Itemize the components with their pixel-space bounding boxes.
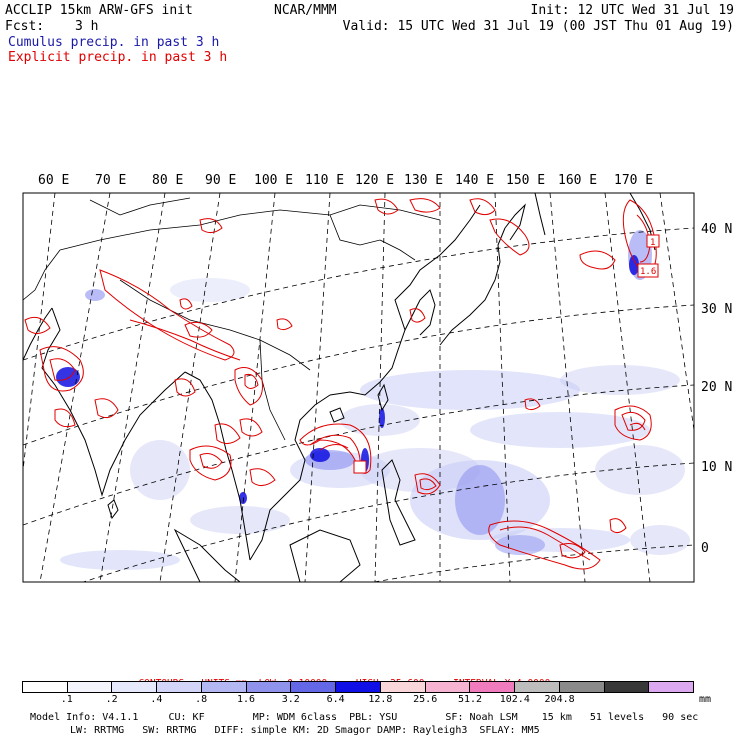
colorbar-tick-label: 3.2 — [281, 694, 300, 705]
colorbar-tick-label: 25.6 — [413, 694, 438, 705]
colorbar-unit: mm — [699, 694, 712, 705]
colorbar-tick-label: 102.4 — [499, 694, 530, 705]
colorbar-tick-label: 51.2 — [457, 694, 483, 705]
colorbar-swatch — [67, 682, 113, 692]
lat-label: 20 N — [701, 380, 733, 395]
lon-label: 160 E — [558, 173, 598, 188]
colorbar-tick-label: .8 — [195, 694, 208, 705]
colorbar-tick-label: 1.6 — [236, 694, 256, 705]
colorbar-swatch — [246, 682, 292, 692]
lat-label: 40 N — [701, 222, 733, 237]
lon-label: 90 E — [205, 173, 237, 188]
colorbar-swatch — [201, 682, 247, 692]
colorbar-swatch — [336, 682, 381, 692]
lon-label: 150 E — [506, 173, 546, 188]
lon-label: 110 E — [305, 173, 345, 188]
lat-label: 30 N — [701, 302, 733, 317]
colorbar-swatch — [604, 682, 650, 692]
colorbar-swatch — [425, 682, 471, 692]
colorbar-swatch — [157, 682, 202, 692]
contour-label: 1.6 — [640, 267, 656, 277]
explicit-precip-label: Explicit precip. in past 3 h — [8, 50, 228, 65]
lon-label: 60 E — [38, 173, 70, 188]
colorbar-swatch — [649, 682, 694, 692]
model-info-line-2: LW: RRTMG SW: RRTMG DIFF: simple KM: 2D … — [70, 725, 540, 736]
colorbar-swatch — [559, 682, 605, 692]
colorbar-tick-label: 12.8 — [368, 694, 393, 705]
cumulus-shading — [60, 278, 690, 570]
lon-label: 70 E — [95, 173, 127, 188]
colorbar-tick-label: 6.4 — [326, 694, 345, 705]
model-title: ACCLIP 15km ARW-GFS init — [5, 3, 193, 18]
colorbar-swatch — [291, 682, 337, 692]
lon-label: 170 E — [614, 173, 654, 188]
lat-label: 10 N — [701, 460, 733, 475]
colorbar-swatch — [112, 682, 158, 692]
colorbar-swatch — [380, 682, 426, 692]
lon-label: 100 E — [254, 173, 294, 188]
explicit-contours — [24, 198, 657, 570]
lon-label: 80 E — [152, 173, 184, 188]
lon-label: 120 E — [355, 173, 395, 188]
contour-label: 1 — [650, 238, 655, 248]
center-name: NCAR/MMM — [274, 3, 337, 18]
colorbar-tick-label: 204.8 — [544, 694, 575, 705]
colorbar-tick-label: .4 — [150, 694, 163, 705]
cumulus-precip-label: Cumulus precip. in past 3 h — [8, 35, 220, 50]
forecast-hour: 3 h — [75, 19, 99, 34]
model-info-line-1: Model Info: V4.1.1 CU: KF MP: WDM 6class… — [30, 712, 699, 723]
colorbar-tick-label: .1 — [60, 694, 73, 705]
valid-time: Valid: 15 UTC Wed 31 Jul 19 (00 JST Thu … — [342, 19, 734, 34]
colorbar-swatch — [515, 682, 560, 692]
colorbar-swatch — [23, 682, 68, 692]
colorbar-tick-label: .2 — [105, 694, 118, 705]
colorbar — [22, 681, 694, 693]
lon-label: 140 E — [455, 173, 495, 188]
init-time: Init: 12 UTC Wed 31 Jul 19 — [530, 3, 735, 18]
forecast-label: Fcst: — [5, 19, 45, 34]
colorbar-ticks: .1 .2 .4 .8 1.6 3.2 6.4 12.8 25.6 51.2 102.4 204.8 — [22, 695, 694, 707]
latitude-lines — [23, 227, 694, 582]
map-frame — [22, 192, 695, 583]
lat-label: 0 — [701, 541, 709, 556]
colorbar-swatch — [470, 682, 516, 692]
lon-label: 130 E — [404, 173, 444, 188]
